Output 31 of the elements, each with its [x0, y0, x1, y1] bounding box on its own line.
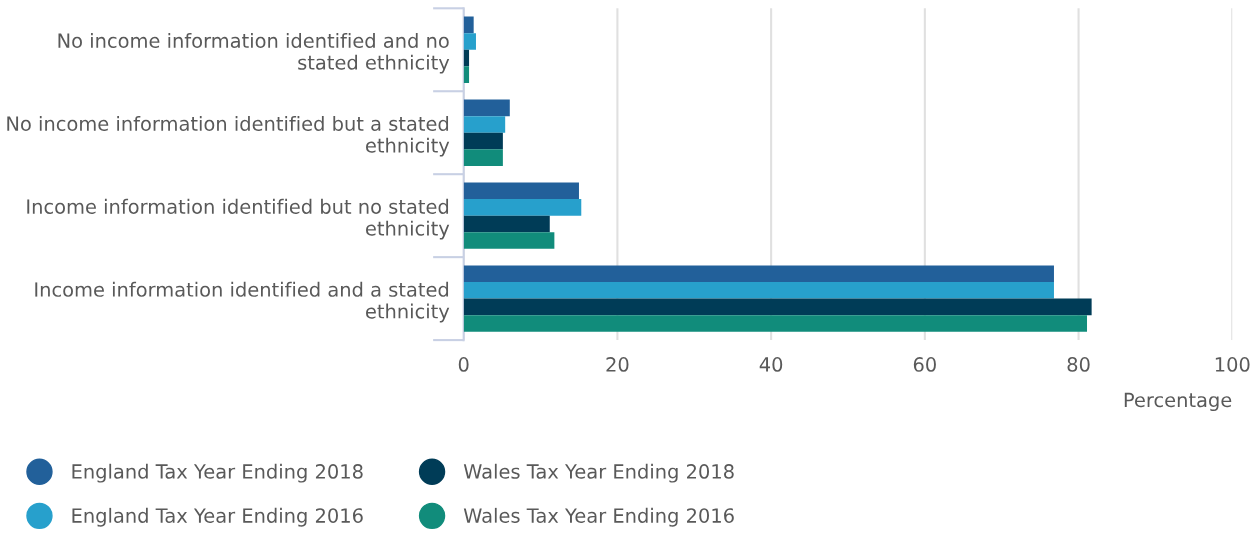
x-tick-label: 100 — [1215, 357, 1250, 372]
legend-label: Wales Tax Year Ending 2018 — [463, 463, 734, 483]
legend-label: Wales Tax Year Ending 2016 — [463, 507, 734, 527]
bar — [463, 49, 470, 67]
bar — [463, 182, 579, 200]
bar — [463, 265, 1054, 283]
x-tick-label: 40 — [759, 357, 783, 372]
legend-label: England Tax Year Ending 2018 — [72, 463, 363, 483]
bar — [463, 215, 550, 233]
bar — [463, 33, 476, 50]
y-tick-label: No income information identified but a stated ethnicity — [7, 115, 450, 157]
y-tick-label: No income information identified and no stated ethnicity — [58, 32, 450, 74]
bar — [463, 66, 470, 83]
bar — [463, 16, 474, 34]
legend-label: England Tax Year Ending 2016 — [72, 507, 363, 527]
bar — [463, 232, 555, 249]
bar — [463, 132, 503, 150]
y-tick-label: Income information identified and a stated ethnicity — [35, 281, 450, 323]
x-tick-label: 20 — [606, 357, 629, 372]
x-tick-label: 60 — [913, 357, 936, 372]
bar — [463, 116, 506, 133]
bar — [463, 298, 1092, 316]
x-tick-label: 0 — [458, 357, 469, 372]
bar — [463, 199, 582, 216]
bar — [463, 315, 1088, 332]
y-tick-label: Income information identified but no stated ethnicity — [27, 198, 450, 240]
bar — [463, 99, 510, 117]
bar — [463, 282, 1054, 299]
x-tick-label: 80 — [1067, 357, 1090, 372]
bar — [463, 149, 503, 166]
x-axis-title: Percentage — [1124, 392, 1232, 412]
